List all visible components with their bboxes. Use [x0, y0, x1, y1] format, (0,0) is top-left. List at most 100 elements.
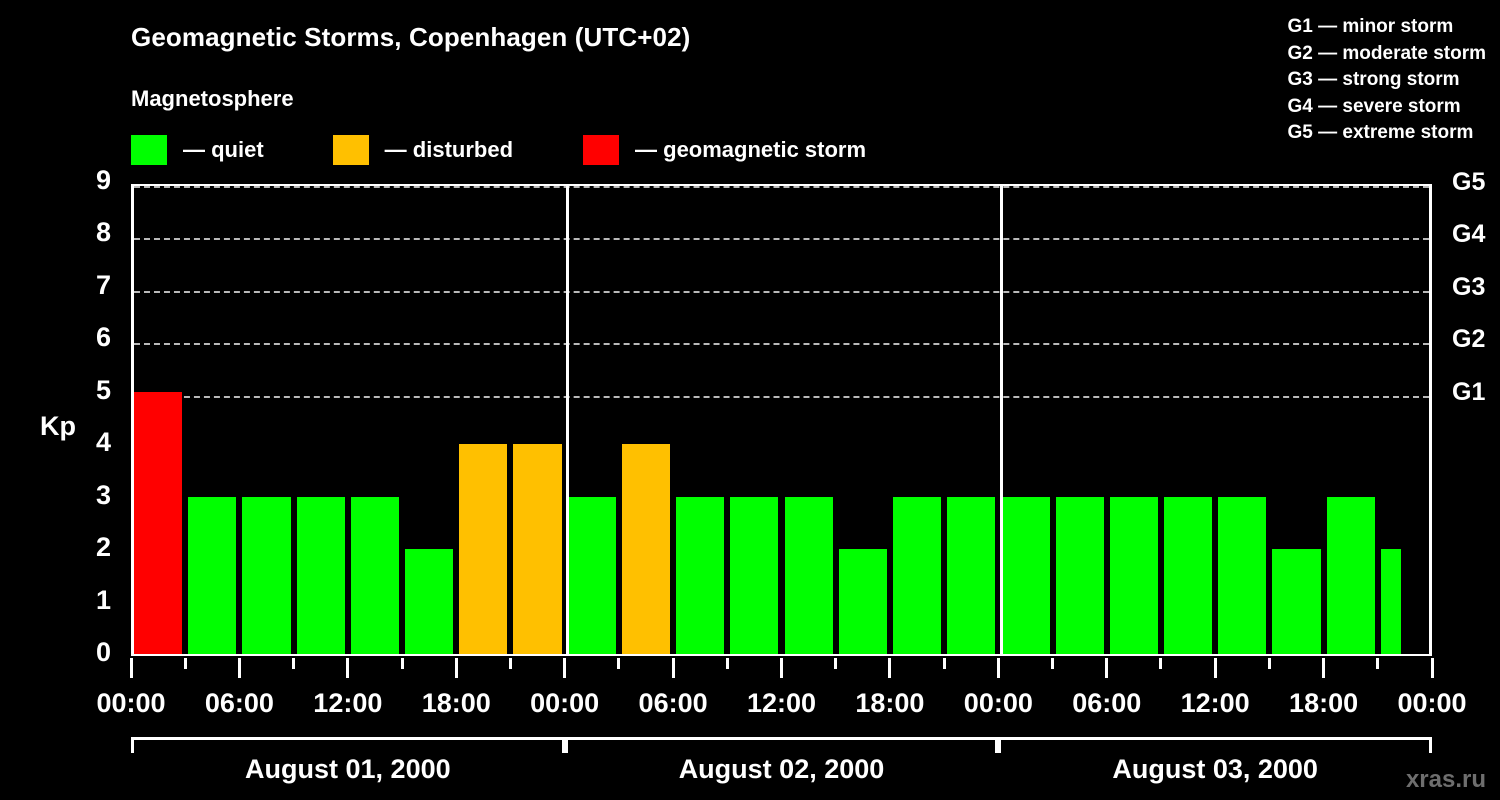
day-divider-2: [999, 186, 1003, 654]
bar: [242, 496, 291, 654]
y-axis-tick: [131, 606, 134, 608]
y-axis-label: 4: [95, 427, 111, 458]
y-axis-tick: [131, 396, 134, 398]
y-axis-label: 5: [95, 374, 111, 405]
x-axis-label: 18:00: [855, 688, 925, 718]
y-axis-label: 6: [95, 322, 111, 353]
x-axis-tick: [1159, 658, 1163, 669]
bar: [188, 496, 237, 654]
x-axis-tick: [563, 658, 567, 678]
legend-item-label: — geomagnetic storm: [635, 137, 867, 162]
x-axis-tick: [237, 658, 241, 678]
x-axis-label: 00:00: [530, 688, 600, 718]
x-axis-tick: [1051, 658, 1055, 669]
bar: [513, 444, 562, 654]
g-scale-axis-label-g5: G5: [1452, 168, 1486, 196]
bar: [1326, 496, 1375, 654]
y-axis-tick-right: [1429, 448, 1432, 450]
gridline-kp-6: [134, 343, 1429, 346]
bar: [1272, 549, 1321, 654]
y-axis-tick-right: [1429, 501, 1432, 503]
x-axis-tick: [400, 658, 404, 669]
x-axis-tick: [996, 658, 1000, 678]
bar: [1163, 496, 1213, 654]
red-swatch: [583, 135, 620, 165]
day-label: August 02, 2000: [678, 754, 885, 784]
bar: [1001, 496, 1050, 654]
bar: [730, 496, 779, 654]
bar: [1055, 496, 1104, 654]
y-axis-tick: [131, 448, 134, 450]
x-axis-tick: [617, 658, 621, 669]
x-axis-tick: [346, 658, 350, 678]
x-axis-tick: [1322, 658, 1326, 678]
bar: [459, 444, 508, 654]
y-axis-label: 1: [95, 584, 111, 615]
watermark: xras.ru: [1405, 766, 1486, 793]
bar: [405, 549, 454, 654]
x-axis-label: 00:00: [96, 688, 166, 718]
legend-item-disturbed: — disturbed: [332, 135, 513, 165]
bar: [784, 496, 833, 654]
g-legend-row-g3: G3 — strong storm: [1287, 69, 1460, 90]
gridline-kp-8: [134, 238, 1429, 241]
x-axis-label: 12:00: [746, 688, 817, 718]
y-axis-tick-right: [1429, 291, 1432, 293]
x-axis-tick: [454, 658, 458, 678]
bar: [296, 496, 345, 654]
color-legend: — quiet — disturbed — geomagnetic storm: [131, 134, 866, 166]
x-axis-label: 18:00: [1289, 688, 1359, 718]
day-bracket: [998, 737, 1432, 753]
x-axis-label: 18:00: [421, 688, 491, 718]
gridline-kp-5: [134, 395, 1429, 398]
x-axis-tick: [292, 658, 296, 669]
bar: [676, 496, 725, 654]
chart-plot-area: [131, 184, 1432, 656]
y-axis-tick-right: [1429, 343, 1432, 345]
y-axis-tick-right: [1429, 396, 1432, 398]
bar: [134, 391, 183, 654]
x-axis-tick: [1376, 658, 1380, 669]
bar: [621, 444, 671, 654]
x-axis-label: 06:00: [204, 688, 274, 718]
y-axis-tick: [131, 291, 134, 293]
x-axis-tick: [1430, 658, 1434, 678]
x-axis-tick: [1105, 658, 1109, 678]
x-axis-tick: [508, 658, 512, 669]
bar: [567, 496, 616, 654]
orange-swatch: [332, 135, 369, 165]
bar: [838, 549, 887, 654]
y-axis-tick: [131, 501, 134, 503]
day-label: August 01, 2000: [245, 754, 451, 784]
legend-item-geomagnetic-storm: — geomagnetic storm: [583, 135, 866, 165]
x-axis-tick: [1213, 658, 1217, 678]
x-axis-tick: [780, 658, 783, 678]
y-axis-tick: [131, 343, 134, 345]
x-axis-tick: [834, 658, 838, 669]
y-axis-label: 7: [95, 269, 111, 300]
green-swatch: [131, 135, 167, 165]
bar: [892, 496, 942, 654]
g-legend-row-g5: G5 — extreme storm: [1287, 122, 1474, 143]
g-scale-legend: G1 — minor storm G2 — moderate storm G3 — …: [1288, 14, 1487, 147]
legend-item-quiet: — quiet: [131, 135, 264, 165]
x-axis-tick: [129, 658, 133, 678]
subtitle: Magnetosphere: [131, 86, 294, 111]
g-legend-row-g2: G2 — moderate storm: [1287, 42, 1487, 64]
g-scale-axis-label-g4: G4: [1452, 220, 1486, 249]
x-axis-label: 12:00: [1180, 688, 1250, 718]
g-scale-axis-label-g2: G2: [1452, 325, 1486, 354]
bar: [1218, 496, 1267, 654]
bar: [1380, 549, 1401, 654]
gridline-kp-7: [134, 290, 1429, 293]
x-axis-label: 00:00: [1397, 688, 1467, 718]
y-axis-label: 0: [95, 637, 111, 667]
y-axis-tick-right: [1429, 186, 1432, 188]
day-divider-1: [566, 186, 570, 654]
y-axis-tick-right: [1429, 238, 1432, 240]
y-axis-tick-right: [1429, 553, 1432, 555]
g-legend-row-g4: G4 — severe storm: [1287, 95, 1461, 117]
x-axis-tick: [888, 658, 892, 678]
y-axis-label: 2: [95, 532, 111, 563]
y-axis-label: 8: [95, 217, 111, 248]
